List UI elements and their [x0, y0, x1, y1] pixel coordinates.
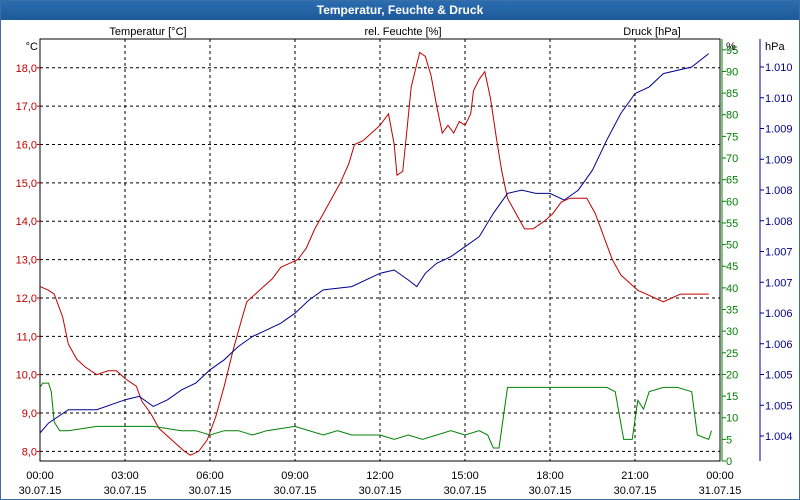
y-tick-humidity: 60	[726, 196, 738, 208]
y-tick-humidity: 10	[726, 413, 738, 425]
series-line-pressure	[39, 53, 710, 434]
y-tick-temperature: 16,0	[16, 140, 37, 152]
unit-celsius: °C	[26, 41, 38, 53]
unit-hpa: hPa	[765, 41, 785, 53]
axes: 00:00 30.07.15 03:00 30.07.15 06:00 30.07.15 0…	[16, 39, 793, 497]
y-tick-humidity: 70	[726, 153, 738, 165]
y-tick-temperature: 12,0	[16, 293, 37, 305]
x-tick-date: 30.07.15	[189, 485, 232, 497]
y-tick-temperature: 17,0	[16, 101, 37, 113]
x-tick-time: 00:00	[706, 470, 734, 482]
y-tick-temperature: 13,0	[16, 255, 37, 267]
y-tick-pressure: 1.008	[765, 185, 793, 197]
x-tick-date: 30.07.15	[529, 485, 572, 497]
y-tick-humidity: 25	[726, 348, 738, 360]
y-tick-temperature: 15,0	[16, 178, 37, 190]
x-tick-time: 09:00	[281, 470, 309, 482]
x-tick-time: 15:00	[451, 470, 479, 482]
y-tick-humidity: 85	[726, 88, 738, 100]
y-tick-temperature: 11,0	[16, 331, 37, 343]
y-tick-temperature: 10,0	[16, 370, 37, 382]
x-tick-date: 30.07.15	[614, 485, 657, 497]
chart-title: Temperatur, Feuchte & Druck	[1, 1, 799, 20]
y-tick-pressure: 1.005	[765, 370, 793, 382]
x-tick-time: 00:00	[26, 470, 54, 482]
y-tick-humidity: 45	[726, 261, 738, 273]
series-line-temperature	[39, 51, 709, 456]
y-tick-humidity: 55	[726, 218, 738, 230]
y-tick-pressure: 1.005	[765, 400, 793, 412]
y-tick-pressure: 1.004	[765, 431, 793, 443]
y-tick-humidity: 20	[726, 369, 738, 381]
y-tick-pressure: 1.010	[765, 62, 793, 74]
y-tick-humidity: 15	[726, 391, 738, 403]
y-tick-temperature: 18,0	[16, 63, 37, 75]
x-tick-time: 21:00	[621, 470, 649, 482]
y-tick-humidity: 5	[726, 434, 732, 446]
legend-pressure: Druck [hPa]	[623, 26, 680, 38]
series-layer	[39, 51, 712, 456]
y-tick-temperature: 9,0	[22, 408, 37, 420]
grid	[40, 39, 720, 461]
y-tick-humidity: 80	[726, 110, 738, 122]
y-tick-humidity: 90	[726, 66, 738, 78]
y-tick-humidity: 0	[726, 456, 732, 468]
x-tick-time: 18:00	[536, 470, 564, 482]
x-tick-date: 30.07.15	[104, 485, 147, 497]
y-tick-humidity: 30	[726, 326, 738, 338]
x-tick-date: 30.07.15	[359, 485, 402, 497]
x-tick-date: 30.07.15	[274, 485, 317, 497]
y-tick-humidity: 50	[726, 240, 738, 252]
y-tick-humidity: 75	[726, 131, 738, 143]
legend-temperature: Temperatur [°C]	[109, 26, 186, 38]
y-tick-temperature: 14,0	[16, 216, 37, 228]
unit-percent: %	[726, 41, 736, 53]
y-tick-pressure: 1.007	[765, 277, 793, 289]
x-tick-date: 31.07.15	[699, 485, 742, 497]
y-tick-pressure: 1.009	[765, 154, 793, 166]
y-tick-humidity: 35	[726, 305, 738, 317]
y-tick-humidity: 40	[726, 283, 738, 295]
y-tick-pressure: 1.010	[765, 93, 793, 105]
x-tick-time: 03:00	[111, 470, 139, 482]
y-tick-pressure: 1.009	[765, 124, 793, 136]
x-tick-time: 12:00	[366, 470, 394, 482]
x-tick-date: 30.07.15	[19, 485, 62, 497]
y-tick-pressure: 1.008	[765, 216, 793, 228]
y-tick-pressure: 1.006	[765, 339, 793, 351]
y-tick-pressure: 1.006	[765, 308, 793, 320]
y-tick-humidity: 65	[726, 175, 738, 187]
series-line-humidity	[39, 382, 712, 449]
y-tick-temperature: 8,0	[22, 446, 37, 458]
y-tick-pressure: 1.007	[765, 247, 793, 259]
x-tick-time: 06:00	[196, 470, 224, 482]
legend-humidity: rel. Feuchte [%]	[364, 26, 441, 38]
y-tick-humidity: 95	[726, 45, 738, 57]
x-tick-date: 30.07.15	[444, 485, 487, 497]
